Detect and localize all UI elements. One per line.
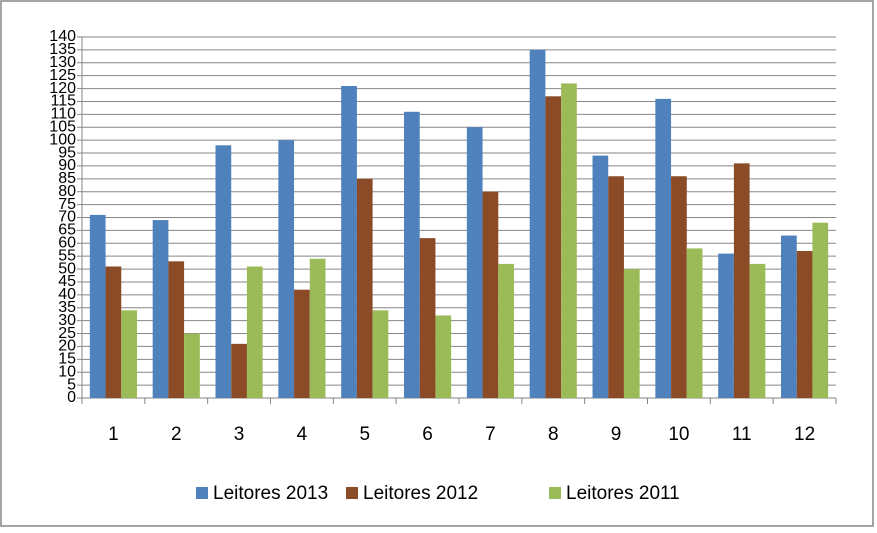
y-tick-label: 65 [58, 222, 76, 239]
legend-label: Leitores 2013 [213, 483, 328, 504]
y-tick-label: 60 [58, 235, 76, 252]
bar [686, 248, 703, 398]
bar [671, 176, 687, 398]
y-tick-label: 35 [58, 299, 76, 316]
bar [341, 85, 357, 398]
y-tick-label: 90 [58, 157, 76, 174]
bar [404, 111, 420, 399]
bar [545, 96, 562, 399]
bar [623, 269, 640, 398]
bar [529, 49, 546, 399]
y-tick-label: 5 [67, 376, 76, 393]
x-tick-label: 12 [794, 424, 815, 445]
y-tick-label: 140 [49, 28, 76, 45]
bar [608, 176, 624, 398]
bar [372, 310, 389, 398]
y-tick-label: 55 [58, 247, 76, 264]
x-tick-label: 2 [171, 424, 182, 445]
y-tick-label: 75 [58, 196, 76, 213]
bar [89, 214, 106, 398]
y-tick-label: 95 [58, 144, 76, 161]
y-tick-label: 25 [58, 325, 76, 342]
x-tick-label: 1 [108, 424, 119, 445]
bar [781, 235, 797, 398]
x-tick-label: 3 [234, 424, 245, 445]
y-tick-label: 135 [49, 41, 76, 58]
bar [561, 83, 577, 399]
y-tick-label: 120 [49, 80, 76, 97]
legend-swatch [346, 487, 358, 499]
y-tick-label: 40 [58, 286, 76, 303]
y-tick-label: 70 [58, 209, 76, 226]
y-tick-label: 100 [49, 131, 76, 148]
x-tick-label: 8 [548, 424, 559, 445]
x-tick-label: 5 [359, 424, 370, 445]
y-tick-label: 10 [58, 363, 76, 380]
legend-label: Leitores 2011 [566, 483, 680, 504]
bar [419, 238, 436, 398]
bar [718, 253, 734, 398]
bar [356, 178, 373, 398]
bar [812, 222, 829, 398]
legend-label: Leitores 2012 [363, 483, 478, 504]
y-tick-label: 125 [49, 67, 76, 84]
y-tick-label: 50 [58, 260, 76, 277]
y-tick-label: 130 [49, 54, 76, 71]
x-tick-label: 7 [485, 424, 496, 445]
bar [215, 145, 232, 398]
y-tick-label: 115 [50, 93, 76, 110]
bar [796, 251, 813, 398]
legend-swatch [196, 487, 208, 499]
y-tick-label: 30 [58, 312, 76, 329]
bar [482, 191, 499, 398]
bar [733, 163, 750, 398]
bar [121, 310, 137, 398]
bar [592, 155, 609, 398]
y-tick-label: 110 [50, 106, 76, 123]
bar [105, 266, 122, 398]
bar [749, 263, 766, 398]
x-tick-label: 6 [422, 424, 433, 445]
bar [294, 289, 310, 398]
bar [278, 140, 295, 398]
x-tick-label: 11 [732, 424, 752, 445]
bar [309, 258, 326, 398]
x-tick-label: 10 [668, 424, 689, 445]
y-tick-label: 15 [58, 351, 76, 368]
y-tick-label: 105 [49, 118, 76, 135]
bar [655, 98, 672, 398]
y-tick-label: 0 [67, 389, 76, 406]
bar [435, 315, 452, 398]
y-tick-label: 45 [58, 273, 76, 290]
bar [246, 266, 263, 398]
y-tick-label: 80 [58, 183, 76, 200]
y-tick-label: 85 [58, 170, 76, 187]
bar [466, 127, 483, 398]
bar [152, 220, 169, 398]
y-tick-label: 20 [58, 338, 76, 355]
bar [168, 261, 185, 398]
bar [498, 263, 514, 398]
x-tick-label: 9 [611, 424, 622, 445]
x-tick-label: 4 [297, 424, 308, 445]
legend-swatch [549, 487, 561, 499]
bar [184, 333, 200, 398]
bar [231, 343, 247, 398]
